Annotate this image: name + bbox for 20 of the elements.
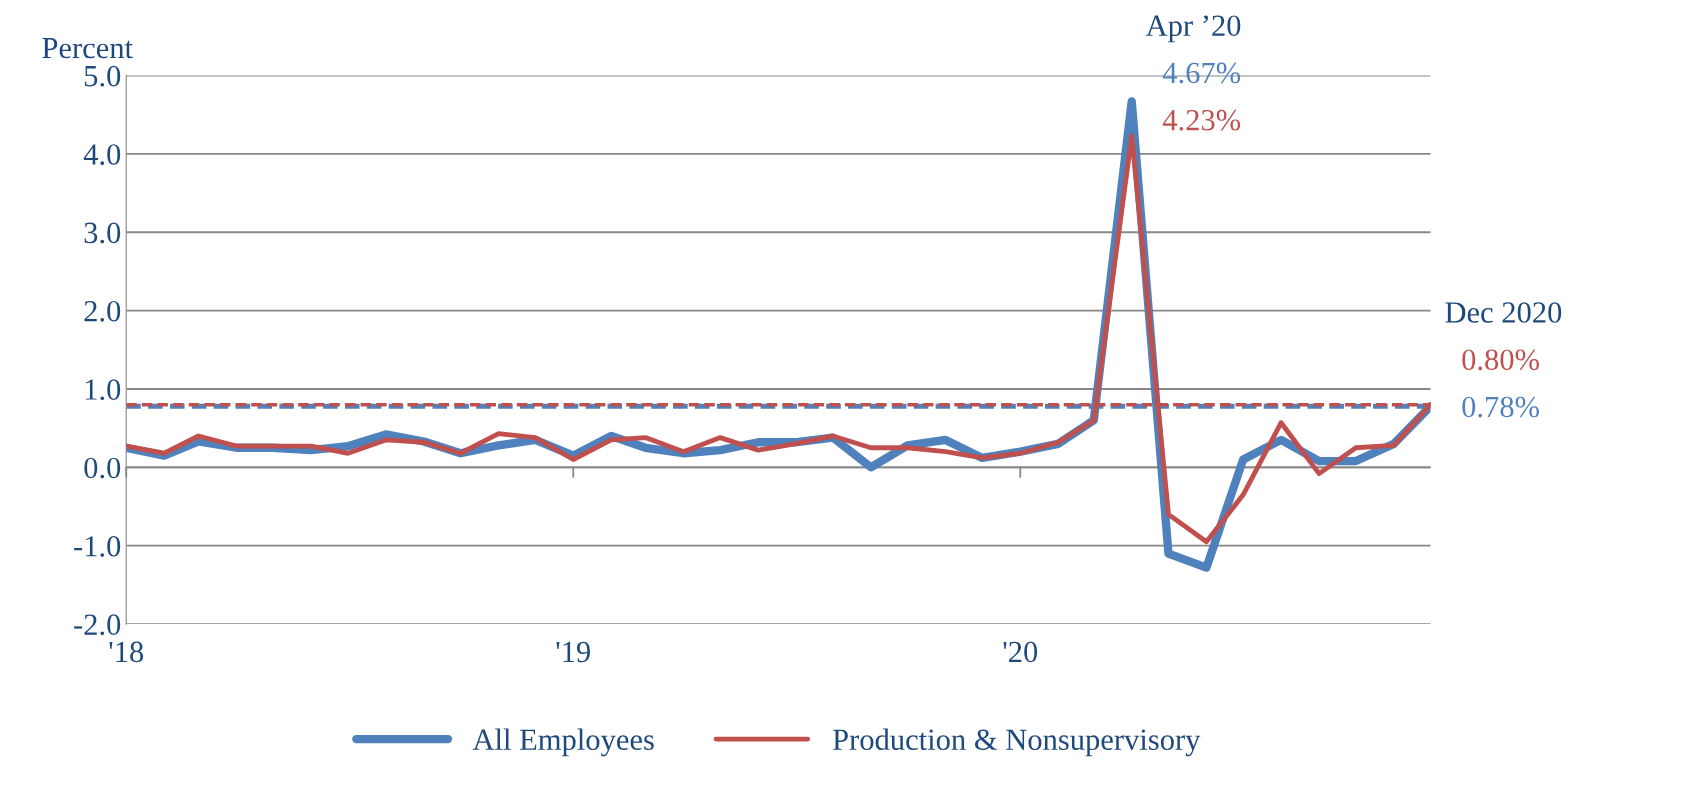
x-tick-label: '20 — [1003, 641, 1038, 663]
y-tick-label: -1.0 — [74, 535, 121, 557]
y-tick-label: 3.0 — [84, 222, 121, 244]
legend-label: All Employees — [472, 728, 654, 757]
y-tick-label: 2.0 — [84, 300, 121, 322]
y-tick-label: -2.0 — [74, 614, 121, 636]
y-tick-label: 0.0 — [84, 457, 121, 479]
annotation: 4.23% — [1162, 109, 1241, 131]
annotation: 4.67% — [1162, 62, 1241, 84]
text: Apr ’20 — [1145, 15, 1241, 43]
y-tick-label: 4.0 — [83, 144, 121, 165]
x-tick-label: '18 — [109, 641, 144, 663]
y-tick-label: 1.0 — [85, 379, 121, 401]
annotation: 0.80% — [1462, 349, 1539, 371]
legend-label: Production & Nonsupervisory — [832, 728, 1201, 757]
y-axis-title: Percent — [42, 38, 133, 59]
x-tick-label: '19 — [556, 641, 591, 663]
y-tick-label: 5.0 — [84, 65, 121, 87]
text: Dec 2020 — [1445, 302, 1562, 323]
annotation: 0.78% — [1462, 396, 1539, 418]
